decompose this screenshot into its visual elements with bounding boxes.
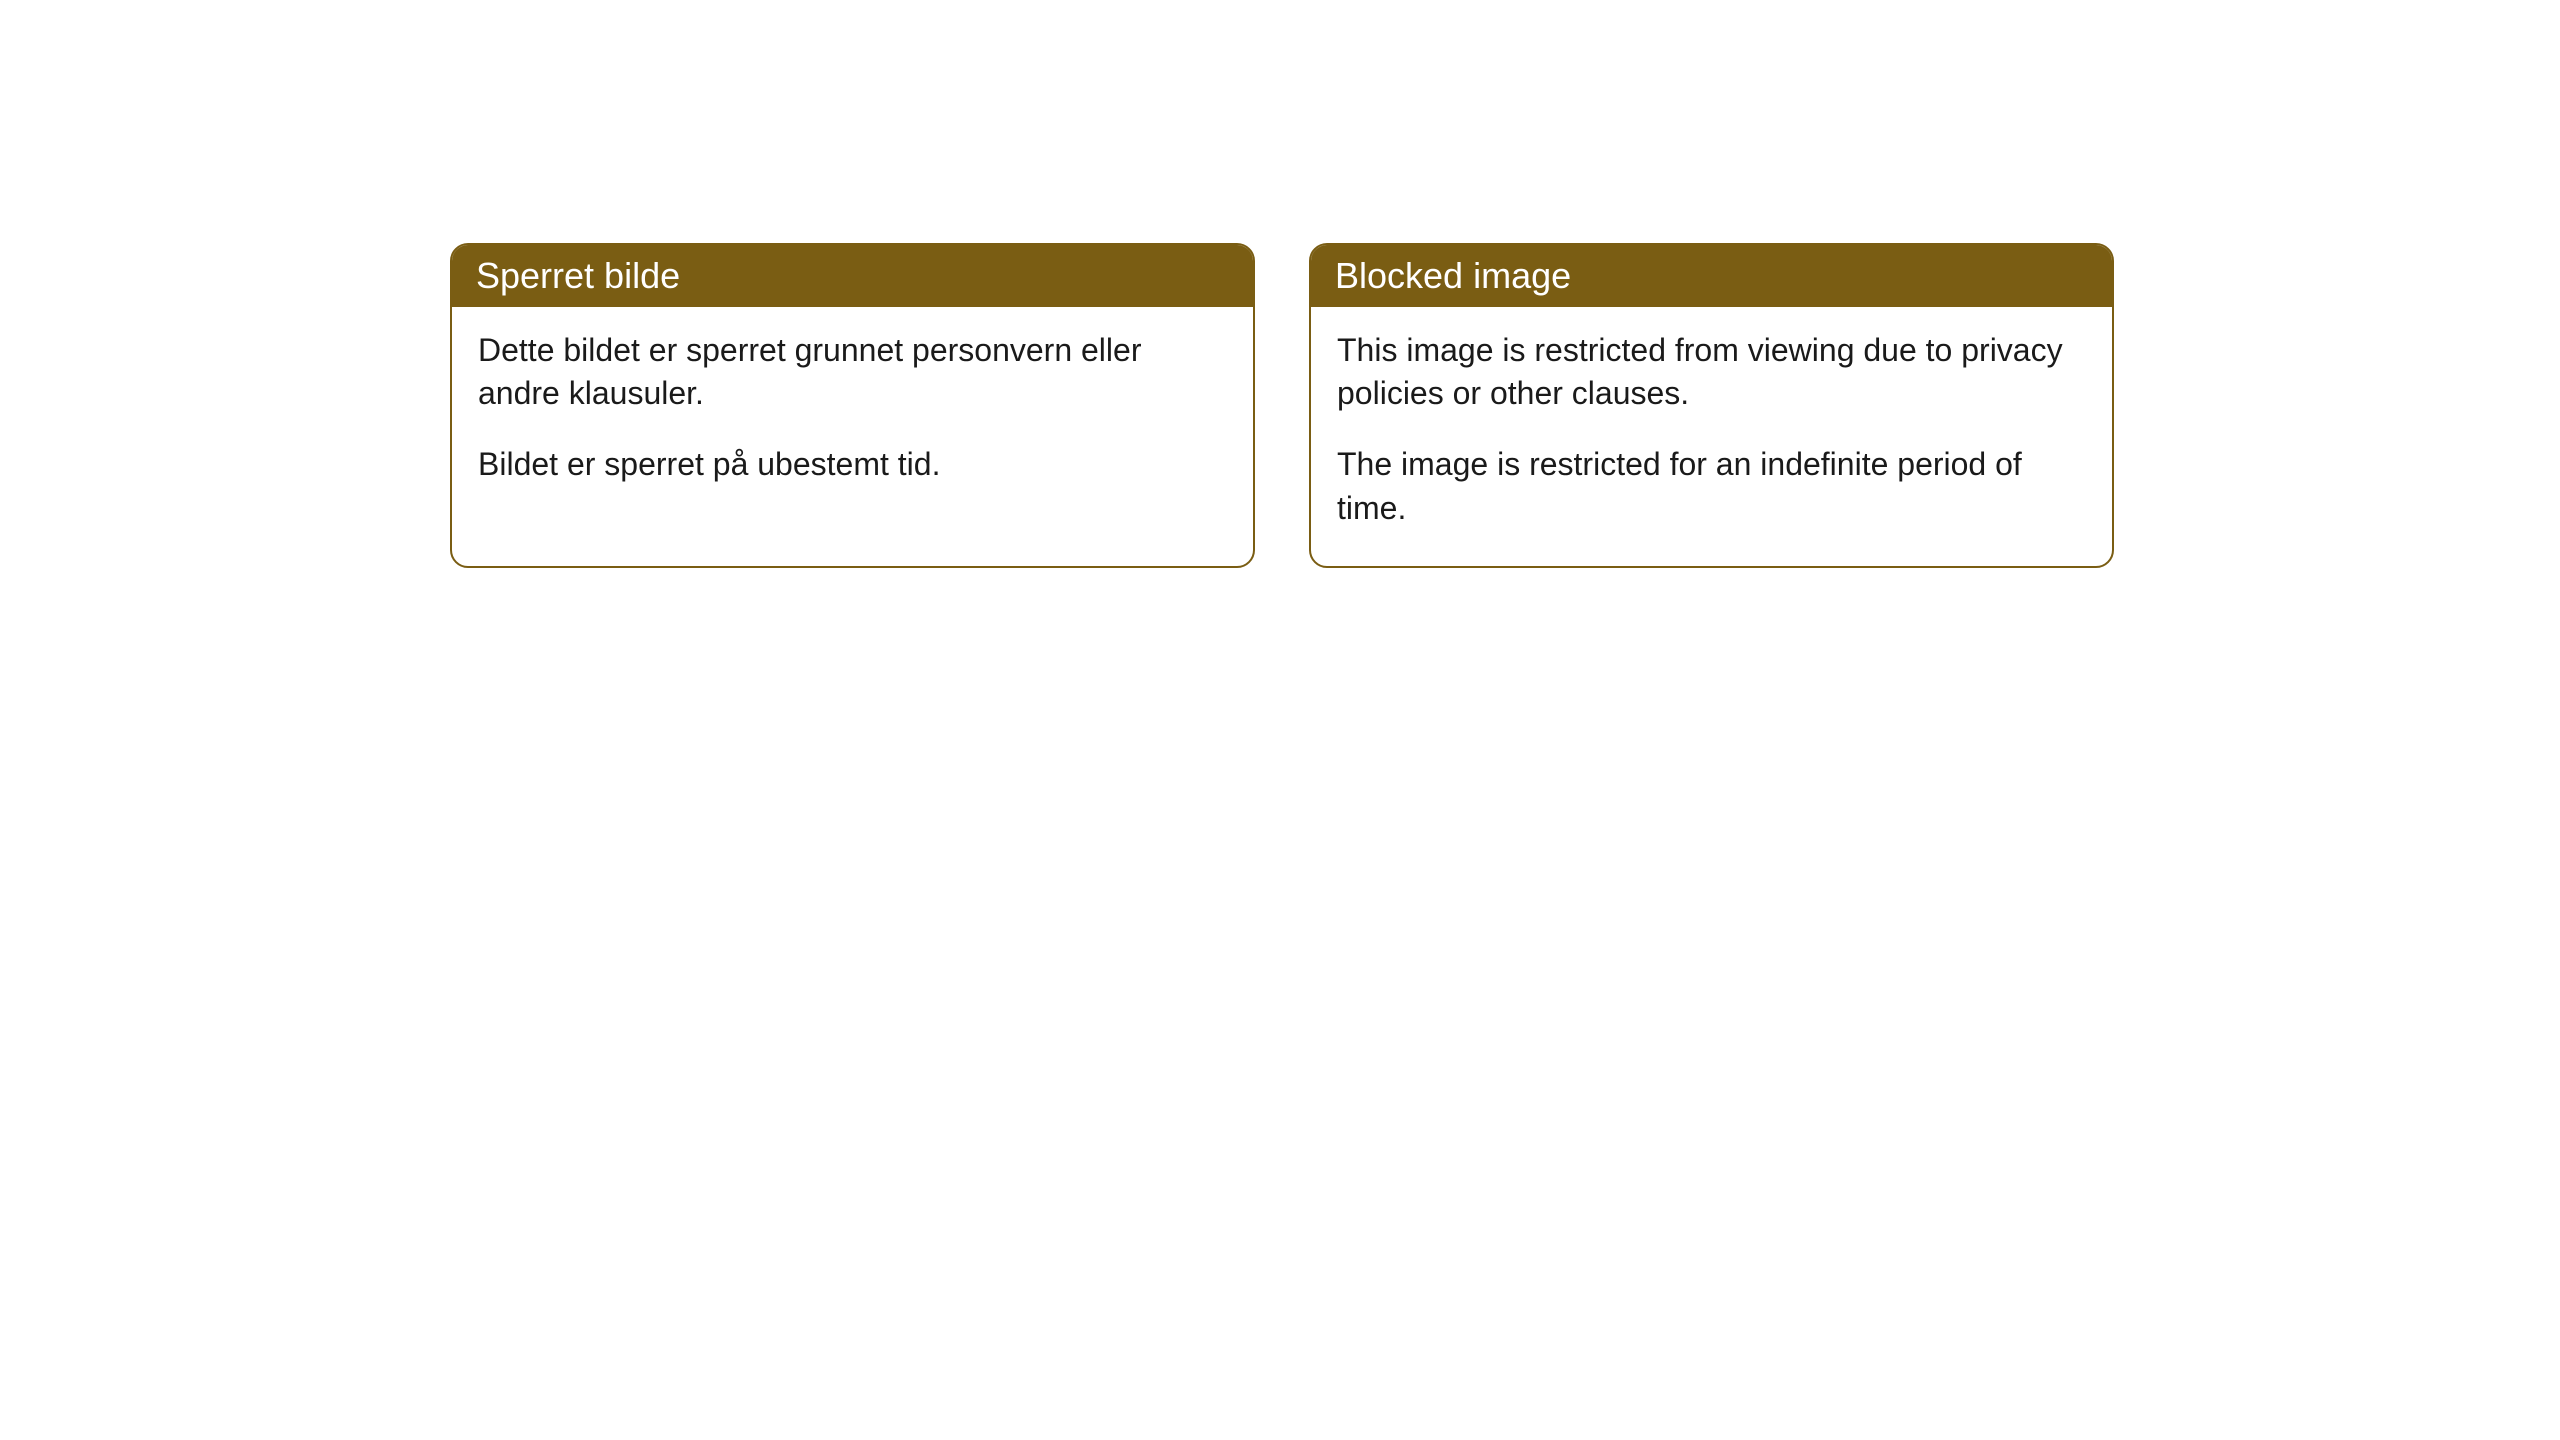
card-header: Sperret bilde xyxy=(452,245,1253,307)
card-paragraph: The image is restricted for an indefinit… xyxy=(1337,443,2086,529)
card-paragraph: Bildet er sperret på ubestemt tid. xyxy=(478,443,1227,486)
notice-cards-container: Sperret bilde Dette bildet er sperret gr… xyxy=(450,243,2114,568)
card-title: Blocked image xyxy=(1335,255,1571,296)
card-body: This image is restricted from viewing du… xyxy=(1311,307,2112,566)
card-paragraph: This image is restricted from viewing du… xyxy=(1337,329,2086,415)
notice-card-norwegian: Sperret bilde Dette bildet er sperret gr… xyxy=(450,243,1255,568)
card-body: Dette bildet er sperret grunnet personve… xyxy=(452,307,1253,523)
notice-card-english: Blocked image This image is restricted f… xyxy=(1309,243,2114,568)
card-header: Blocked image xyxy=(1311,245,2112,307)
card-title: Sperret bilde xyxy=(476,255,680,296)
card-paragraph: Dette bildet er sperret grunnet personve… xyxy=(478,329,1227,415)
